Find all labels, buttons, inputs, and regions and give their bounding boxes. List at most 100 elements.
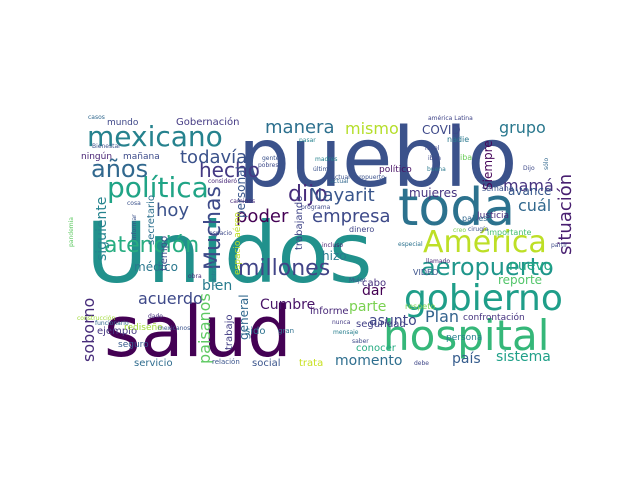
cloud-word: mundo	[107, 118, 139, 128]
cloud-word: Mujer	[349, 277, 366, 284]
cloud-word: pasar	[299, 137, 316, 144]
cloud-word: país	[452, 351, 481, 367]
cloud-word: mensaje	[333, 329, 359, 336]
cloud-word: dijo	[288, 182, 328, 207]
cloud-word: semana	[482, 184, 514, 193]
cloud-word: actual	[330, 178, 349, 185]
cloud-word: mujeres	[409, 186, 457, 200]
cloud-word: pueblo	[238, 111, 517, 206]
cloud-word: América	[423, 225, 547, 260]
cloud-word: hoy	[156, 200, 189, 221]
cloud-word: Plan	[425, 307, 459, 326]
cloud-word: informar	[131, 214, 138, 240]
cloud-word: Cumbre	[260, 297, 315, 313]
cloud-word: confrontación	[463, 312, 525, 323]
cloud-word: construcción	[77, 315, 115, 322]
cloud-word: nuevo	[509, 258, 552, 274]
cloud-word: poder	[236, 206, 289, 227]
cloud-word: Justicia	[476, 211, 509, 221]
cloud-word: avance	[508, 184, 551, 198]
cloud-word: situación	[555, 174, 576, 255]
cloud-word: mexicano	[87, 120, 223, 153]
cloud-word: servicio	[134, 358, 173, 369]
cloud-word: asunto	[369, 313, 417, 329]
cloud-word: debe	[414, 360, 429, 367]
cloud-word: mismo	[345, 119, 399, 138]
cloud-word: Dijo	[523, 165, 535, 172]
cloud-word: Siempre	[481, 140, 495, 190]
cloud-word: cabo	[362, 278, 386, 289]
cloud-word: persona	[446, 333, 482, 343]
cloud-word: trabajo	[224, 314, 235, 350]
cloud-word: aeropuerto	[421, 253, 554, 281]
cloud-word: siguiente	[94, 197, 110, 261]
cloud-word: trata	[299, 358, 323, 369]
cloud-word: conocer	[356, 343, 397, 354]
cloud-word: personal	[234, 166, 248, 218]
cloud-word: seguridad	[356, 319, 406, 330]
cloud-word: sido	[245, 326, 265, 337]
cloud-word: partir	[551, 242, 568, 249]
cloud-word: iban	[428, 155, 441, 162]
cloud-word: Nayarit	[309, 185, 375, 206]
cloud-word: pobres	[258, 162, 278, 169]
cloud-word: millones	[238, 256, 330, 281]
cloud-word: llamado	[426, 258, 450, 265]
cloud-word: Unidos	[86, 204, 373, 302]
cloud-word: grupo	[499, 118, 546, 137]
cloud-word: saber	[352, 338, 369, 345]
cloud-word: tiempo	[159, 236, 170, 271]
cloud-word: general	[237, 294, 251, 340]
cloud-word: hospital	[383, 311, 549, 360]
cloud-word: especial	[398, 241, 423, 248]
cloud-word: programa	[301, 204, 331, 211]
cloud-word: Gobernación	[176, 116, 240, 128]
cloud-word: mamá	[503, 176, 554, 195]
cloud-word: obra	[188, 273, 202, 280]
cloud-word: VIDEO	[413, 268, 438, 277]
cloud-word: secretario	[146, 195, 157, 245]
cloud-word: hizo	[322, 249, 347, 263]
cloud-word: rediseño	[124, 323, 163, 333]
cloud-word: atención	[104, 233, 199, 258]
cloud-word: última	[313, 166, 332, 173]
cloud-word: espacio	[209, 230, 232, 237]
cloud-word: acuerdo	[138, 289, 203, 308]
cloud-word: sistema	[496, 349, 551, 365]
cloud-word: años	[91, 155, 148, 183]
cloud-word: trabajando	[294, 196, 305, 250]
cloud-word: médico	[134, 260, 178, 274]
cloud-word: sólo	[543, 158, 550, 170]
cloud-word: gente	[262, 155, 280, 162]
cloud-word: caminos	[230, 198, 255, 205]
cloud-word: cosa	[127, 200, 141, 207]
cloud-word: relación	[212, 358, 240, 366]
cloud-word: Muchas	[201, 186, 226, 270]
cloud-word: seguro	[118, 340, 149, 350]
cloud-word: bien	[202, 278, 232, 294]
cloud-word: respeto	[405, 302, 435, 311]
cloud-word: dado	[148, 313, 163, 320]
cloud-word: cuál	[518, 196, 551, 215]
cloud-word: pandemia	[68, 217, 75, 247]
cloud-word: mexicanos	[158, 325, 190, 332]
cloud-word: consideró	[208, 178, 237, 185]
cloud-word: Bienestar	[92, 143, 121, 150]
cloud-word: manera	[265, 117, 334, 138]
cloud-word: paisanos	[195, 293, 214, 364]
cloud-word: mañana	[123, 152, 160, 162]
cloud-word: gran	[278, 327, 294, 335]
cloud-word: reporte	[498, 273, 542, 287]
cloud-word: hecho	[199, 158, 260, 182]
cloud-word: parte	[349, 299, 386, 315]
cloud-word: Actual aeropuerto	[331, 174, 385, 181]
cloud-word: informe	[310, 306, 349, 317]
cloud-word: empresa	[312, 206, 391, 227]
cloud-word: momento	[335, 353, 402, 369]
cloud-word: político	[379, 165, 412, 175]
cloud-word: nunca	[332, 319, 351, 326]
cloud-word: dinero	[349, 225, 374, 234]
cloud-word: buena	[427, 166, 446, 173]
